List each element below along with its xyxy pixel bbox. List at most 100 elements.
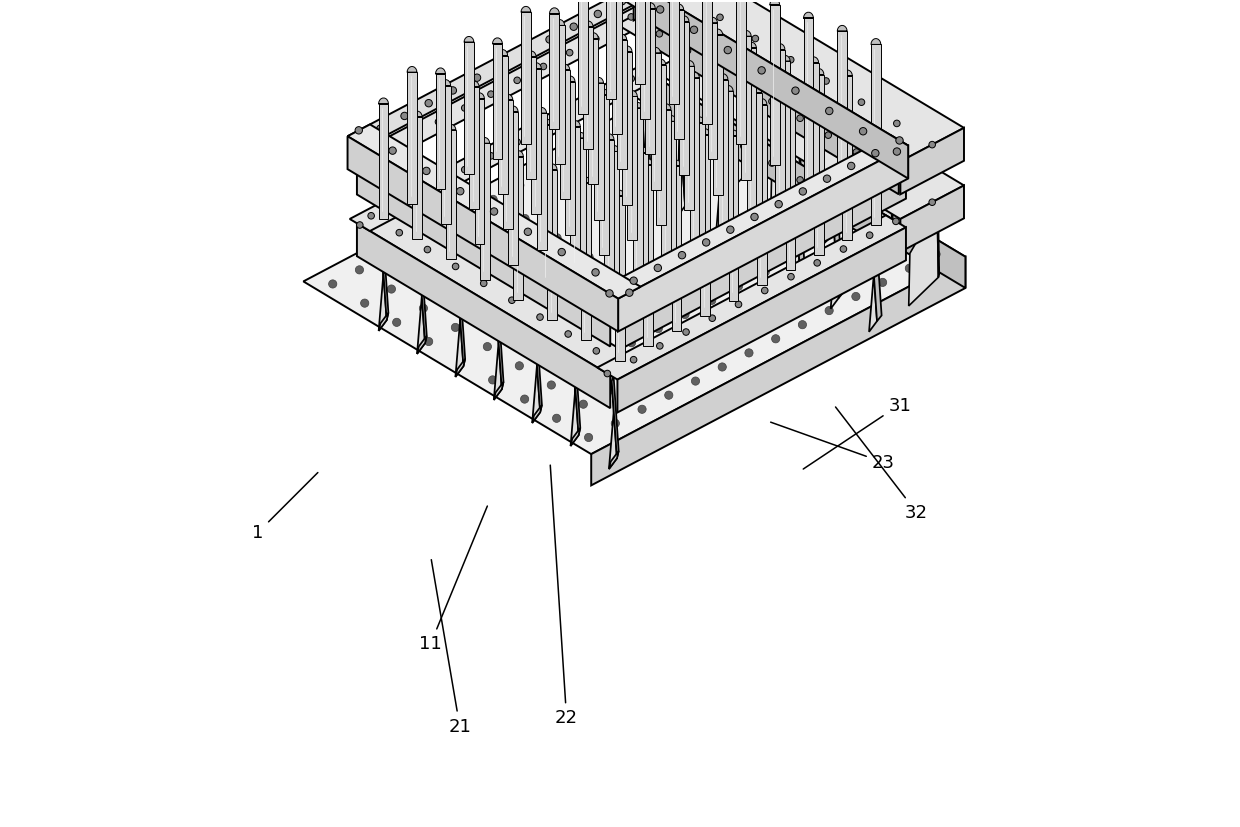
Polygon shape (357, 162, 610, 347)
Circle shape (820, 274, 828, 282)
Polygon shape (513, 157, 523, 300)
Circle shape (606, 386, 614, 394)
Circle shape (606, 206, 615, 214)
Circle shape (724, 47, 732, 55)
Circle shape (656, 31, 662, 38)
Circle shape (683, 329, 689, 336)
Polygon shape (746, 43, 756, 49)
Circle shape (537, 314, 543, 321)
Polygon shape (573, 351, 580, 436)
Circle shape (766, 302, 775, 310)
Circle shape (553, 414, 560, 423)
Circle shape (368, 151, 374, 158)
Circle shape (601, 173, 609, 181)
Polygon shape (609, 452, 619, 470)
Circle shape (740, 136, 748, 144)
Polygon shape (459, 283, 465, 366)
Polygon shape (435, 69, 445, 74)
Circle shape (449, 88, 456, 95)
Circle shape (389, 148, 397, 155)
Polygon shape (785, 101, 795, 107)
Circle shape (516, 182, 525, 190)
Circle shape (585, 254, 593, 261)
Polygon shape (347, 125, 641, 299)
Polygon shape (554, 26, 564, 165)
Polygon shape (622, 47, 632, 53)
Circle shape (665, 211, 673, 219)
Polygon shape (508, 112, 518, 265)
Circle shape (474, 75, 481, 83)
Circle shape (593, 36, 599, 43)
Circle shape (712, 65, 719, 72)
Circle shape (782, 222, 791, 230)
Circle shape (626, 289, 634, 297)
Polygon shape (909, 208, 939, 307)
Polygon shape (417, 337, 427, 355)
Circle shape (686, 344, 694, 352)
Circle shape (435, 119, 441, 126)
Polygon shape (494, 382, 503, 400)
Circle shape (487, 92, 495, 98)
Polygon shape (598, 216, 906, 380)
Circle shape (878, 279, 887, 287)
Circle shape (558, 249, 565, 256)
Circle shape (712, 127, 719, 133)
Polygon shape (420, 260, 427, 344)
Circle shape (681, 311, 689, 319)
Circle shape (542, 168, 551, 176)
Polygon shape (570, 127, 580, 270)
Circle shape (753, 36, 759, 43)
Circle shape (639, 225, 646, 233)
Circle shape (847, 260, 854, 268)
Circle shape (453, 264, 459, 270)
Polygon shape (637, 148, 647, 154)
Circle shape (522, 50, 529, 57)
Circle shape (718, 183, 727, 191)
Circle shape (735, 302, 742, 308)
Circle shape (606, 290, 614, 298)
Polygon shape (526, 58, 536, 180)
Polygon shape (770, 6, 780, 165)
Polygon shape (492, 39, 502, 45)
Circle shape (627, 76, 635, 83)
Polygon shape (651, 48, 661, 55)
Text: 21: 21 (432, 560, 471, 734)
Polygon shape (637, 0, 908, 179)
Polygon shape (684, 67, 694, 211)
Circle shape (595, 320, 604, 328)
Circle shape (665, 392, 673, 399)
Polygon shape (887, 147, 898, 174)
Polygon shape (708, 24, 718, 160)
Circle shape (637, 406, 646, 414)
Polygon shape (347, 137, 618, 332)
Polygon shape (661, 105, 671, 111)
Polygon shape (611, 0, 621, 135)
Circle shape (590, 287, 599, 295)
Circle shape (489, 196, 497, 204)
Polygon shape (632, 103, 642, 109)
Circle shape (703, 240, 709, 246)
Circle shape (480, 280, 487, 287)
Circle shape (516, 362, 523, 370)
Circle shape (630, 357, 637, 364)
Polygon shape (565, 83, 575, 236)
Polygon shape (589, 40, 599, 185)
Polygon shape (615, 197, 625, 361)
Polygon shape (350, 68, 658, 232)
Circle shape (604, 309, 610, 316)
Circle shape (676, 98, 684, 106)
Polygon shape (718, 74, 728, 80)
Circle shape (893, 149, 900, 156)
Polygon shape (583, 22, 593, 28)
Circle shape (480, 219, 487, 226)
Circle shape (461, 167, 467, 174)
Polygon shape (900, 129, 963, 195)
Circle shape (777, 189, 785, 196)
Polygon shape (435, 74, 445, 189)
Polygon shape (708, 18, 718, 24)
Polygon shape (570, 359, 579, 447)
Circle shape (542, 348, 551, 356)
Circle shape (739, 316, 748, 324)
Polygon shape (532, 405, 542, 423)
Polygon shape (652, 38, 963, 220)
